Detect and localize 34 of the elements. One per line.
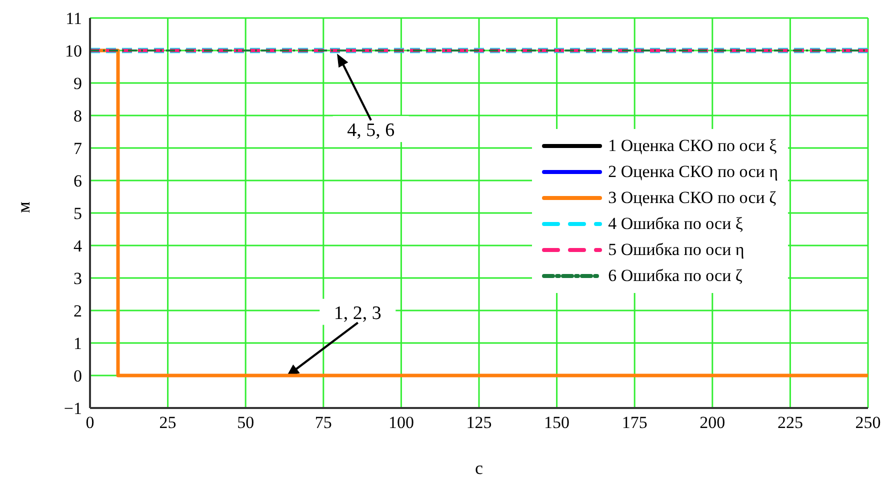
x-tick-label: 25 xyxy=(159,413,176,432)
legend-label: 4 Ошибка по оси ξ xyxy=(608,214,743,234)
y-tick-label: 10 xyxy=(65,42,82,61)
x-tick-label: 225 xyxy=(777,413,803,432)
y-tick-label: 1 xyxy=(74,334,82,354)
legend-label: 5 Ошибка по оси η xyxy=(608,240,744,260)
y-tick-label: 3 xyxy=(74,269,82,288)
x-axis-title: с xyxy=(475,458,483,478)
y-tick-label: 8 xyxy=(74,106,82,126)
y-tick-label: 11 xyxy=(66,9,82,28)
x-tick-label: 0 xyxy=(86,413,94,432)
x-tick-label: 150 xyxy=(544,413,570,432)
annotation: 1, 2, 3 xyxy=(334,302,382,324)
x-tick-label: 250 xyxy=(855,413,881,432)
x-tick-label: 50 xyxy=(237,413,254,432)
y-axis-title: м xyxy=(13,202,34,213)
legend-label: 6 Ошибка по оси ζ xyxy=(608,266,742,286)
y-tick-label: 4 xyxy=(74,236,82,256)
y-tick-label: 0 xyxy=(74,366,82,386)
y-tick-label: 9 xyxy=(74,74,82,94)
x-tick-label: 75 xyxy=(314,413,332,432)
y-tick-label: 7 xyxy=(74,139,82,158)
y-tick-label: −1 xyxy=(64,399,82,418)
x-tick-label: 200 xyxy=(700,413,726,432)
y-tick-label: 2 xyxy=(74,302,82,321)
y-tick-label: 6 xyxy=(74,172,82,191)
x-tick-label: 175 xyxy=(622,413,648,432)
y-tick-label: 5 xyxy=(74,204,82,224)
x-tick-label: 125 xyxy=(466,413,492,432)
legend-label: 1 Оценка СКО по оси ξ xyxy=(608,136,777,156)
x-tick-label: 100 xyxy=(388,413,414,432)
annotation: 4, 5, 6 xyxy=(347,120,395,142)
legend-label: 2 Оценка СКО по оси η xyxy=(608,162,778,182)
legend-label: 3 Оценка СКО по оси ζ xyxy=(608,188,776,208)
